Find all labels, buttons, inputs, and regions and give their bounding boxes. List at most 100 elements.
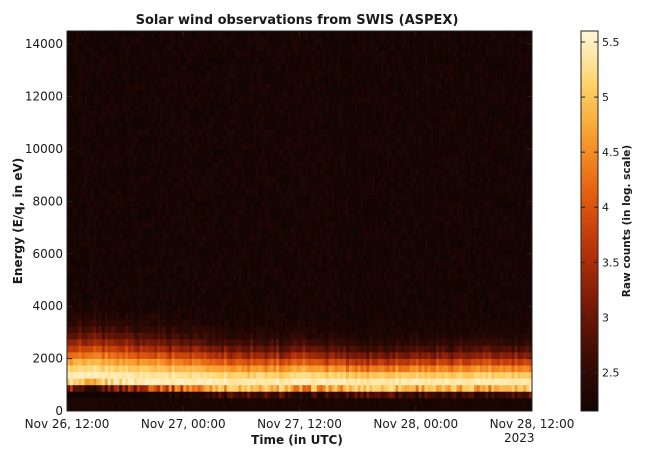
heatmap-cell [136, 325, 141, 333]
heatmap-cell [311, 279, 315, 287]
heatmap-cell [241, 175, 245, 183]
heatmap-cell [267, 37, 271, 45]
heatmap-cell [308, 96, 312, 104]
heatmap-cell [273, 96, 277, 104]
heatmap-cell [113, 391, 117, 399]
heatmap-cell [101, 162, 106, 169]
heatmap-cell [130, 70, 135, 78]
heatmap-cell [253, 325, 257, 333]
heatmap-cell [136, 168, 141, 176]
heatmap-cell [157, 188, 161, 196]
heatmap-cell [279, 325, 283, 333]
heatmap-cell [69, 148, 74, 156]
heatmap-cell [157, 404, 161, 412]
heatmap-cell [258, 332, 263, 340]
heatmap-cell [191, 168, 196, 176]
heatmap-cell [279, 214, 283, 222]
heatmap-cell [194, 299, 199, 307]
heatmap-cell [69, 404, 74, 412]
heatmap-cell [139, 365, 143, 373]
heatmap-cell [255, 404, 260, 412]
heatmap-cell [287, 253, 292, 261]
heatmap-cell [67, 365, 71, 373]
heatmap-cell [241, 89, 245, 97]
heatmap-cell [212, 279, 216, 287]
heatmap-cell [273, 260, 277, 268]
heatmap-cell [206, 109, 210, 117]
heatmap-cell [290, 50, 295, 58]
heatmap-cell [197, 129, 202, 137]
heatmap-cell [212, 221, 216, 228]
heatmap-cell [67, 391, 71, 399]
heatmap-cell [215, 345, 219, 353]
heatmap-cell [84, 319, 88, 327]
heatmap-cell [104, 221, 109, 228]
heatmap-cell [276, 404, 280, 412]
heatmap-cell [267, 365, 271, 373]
heatmap-cell [189, 31, 193, 38]
heatmap-cell [270, 391, 274, 399]
heatmap-cell [75, 319, 80, 327]
heatmap-cell [101, 155, 106, 163]
heatmap-cell [119, 221, 123, 228]
heatmap-cell [189, 129, 193, 137]
heatmap-cell [160, 319, 164, 327]
heatmap-cell [133, 44, 138, 52]
heatmap-cell [258, 122, 263, 130]
heatmap-cell [215, 279, 219, 287]
heatmap-cell [177, 116, 181, 124]
heatmap-cell [223, 378, 228, 386]
heatmap-cell [139, 279, 143, 287]
heatmap-cell [305, 142, 309, 150]
heatmap-cell [247, 168, 251, 176]
heatmap-cell [235, 188, 239, 196]
heatmap-cell [258, 175, 263, 183]
heatmap-cell [174, 260, 178, 268]
heatmap-cell [221, 194, 225, 202]
heatmap-cell [148, 273, 152, 281]
heatmap-cell [180, 391, 184, 399]
heatmap-cell [273, 129, 277, 137]
heatmap-cell [264, 345, 268, 353]
heatmap-cell [203, 162, 207, 169]
heatmap-cell [165, 240, 170, 248]
heatmap-cell [116, 148, 120, 156]
heatmap-cell [101, 207, 106, 215]
heatmap-cell [250, 378, 254, 386]
heatmap-cell [200, 57, 204, 65]
heatmap-cell [287, 273, 292, 281]
heatmap-cell [273, 286, 277, 294]
heatmap-cell [241, 352, 245, 359]
heatmap-cell [221, 345, 225, 353]
heatmap-cell [93, 273, 97, 281]
heatmap-cell [162, 332, 167, 340]
heatmap-cell [241, 37, 245, 45]
heatmap-cell [258, 76, 263, 84]
heatmap-cell [142, 96, 146, 104]
heatmap-cell [87, 391, 91, 399]
heatmap-cell [69, 234, 74, 242]
heatmap-cell [232, 352, 236, 359]
heatmap-cell [221, 312, 225, 320]
heatmap-cell [142, 44, 146, 52]
heatmap-cell [142, 325, 146, 333]
heatmap-cell [223, 299, 228, 307]
heatmap-cell [180, 194, 184, 202]
heatmap-cell [171, 57, 175, 65]
heatmap-cell [69, 286, 74, 294]
heatmap-cell [67, 122, 71, 130]
heatmap-cell [241, 338, 245, 346]
heatmap-cell [282, 207, 286, 215]
heatmap-cell [203, 37, 207, 45]
heatmap-cell [119, 306, 123, 314]
heatmap-cell [142, 57, 146, 65]
heatmap-cell [125, 312, 129, 320]
heatmap-cell [282, 293, 286, 301]
heatmap-cell [160, 168, 164, 176]
heatmap-cell [221, 391, 225, 399]
heatmap-cell [232, 221, 236, 228]
heatmap-cell [160, 214, 164, 222]
heatmap-cell [119, 63, 123, 71]
heatmap-cell [308, 63, 312, 71]
heatmap-cell [212, 404, 216, 412]
